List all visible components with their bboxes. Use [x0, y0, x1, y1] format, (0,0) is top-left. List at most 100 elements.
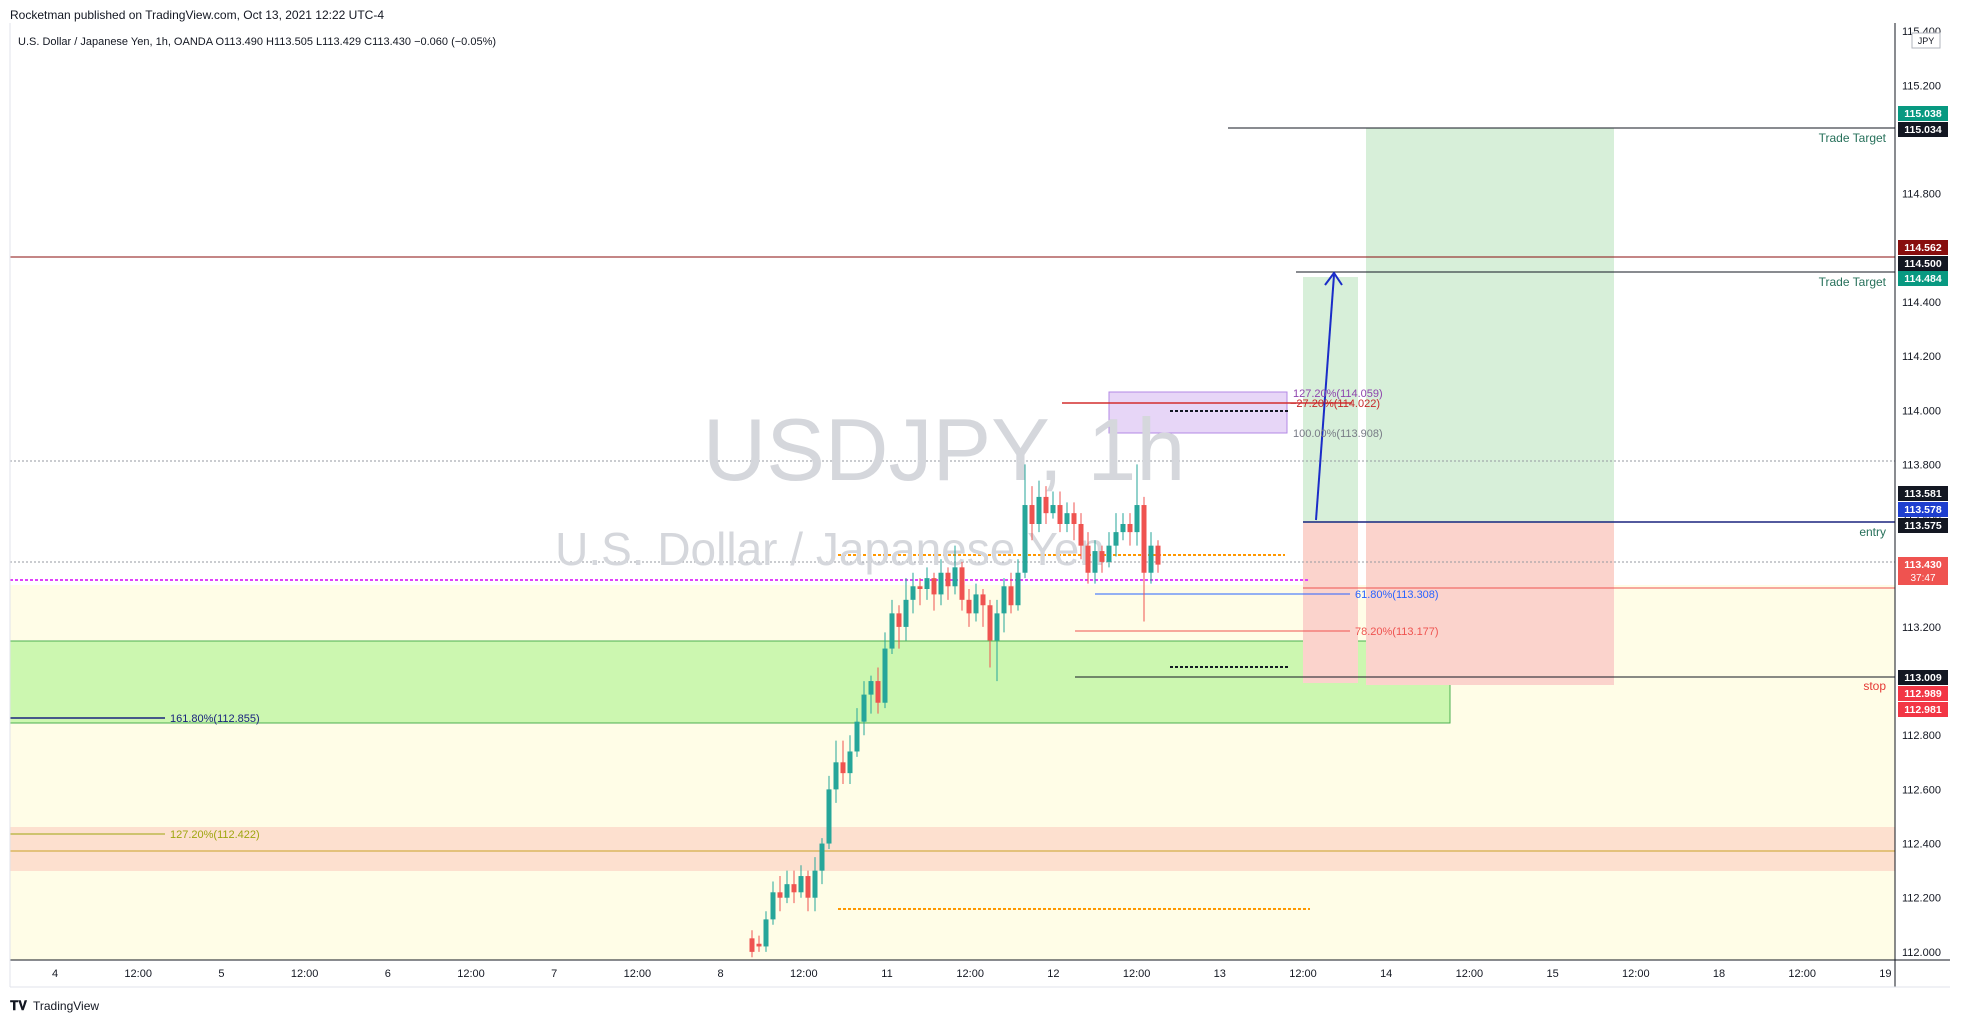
candle-body	[1029, 505, 1035, 524]
price-label: 113.578	[1904, 504, 1942, 516]
x-tick-label: 4	[52, 968, 58, 980]
fib-618-label: 61.80%(113.308)	[1355, 589, 1439, 601]
x-tick-label: 12:00	[956, 968, 984, 980]
currency-badge[interactable]	[1911, 32, 1941, 49]
price-label-bg	[1898, 702, 1948, 717]
fib-782-label: 78.20%(113.177)	[1355, 626, 1439, 638]
candle-body	[1022, 505, 1028, 573]
loss-zone-small	[1303, 523, 1358, 683]
y-tick-label: 114.400	[1902, 297, 1941, 309]
candle-body	[1078, 523, 1084, 546]
x-tick-label: 12:00	[124, 968, 152, 980]
y-tick-label: 114.800	[1902, 189, 1941, 201]
price-label-bg	[1898, 271, 1948, 286]
symbol-ohlc-line: U.S. Dollar / Japanese Yen, 1h, OANDA O1…	[18, 36, 496, 48]
y-tick-label: 112.800	[1902, 730, 1941, 742]
candle-body	[910, 586, 916, 600]
candle-body	[826, 789, 832, 844]
countdown-label: 37:47	[1910, 573, 1935, 584]
y-tick-label: 112.600	[1902, 784, 1941, 796]
x-tick-label: 14	[1380, 968, 1392, 980]
candle-body	[896, 613, 902, 627]
time-axis[interactable]: 4 12:00 5 12:00 6 12:00 7 12:00 8 12:00 11 12:00 12 1…	[52, 968, 1892, 980]
x-tick-label: 12	[1047, 968, 1059, 980]
x-tick-label: 13	[1214, 968, 1226, 980]
fib-127-top-label: 127.20%(114.059)	[1293, 388, 1383, 400]
price-label: 115.038	[1904, 108, 1942, 120]
watermark-name: U.S. Dollar / Japanese Yen	[555, 523, 1105, 575]
price-label: 113.430	[1904, 559, 1942, 571]
red-zone-low	[10, 827, 1895, 871]
candle-body	[1106, 545, 1112, 562]
projection-arrowhead	[1324, 271, 1343, 286]
candle-body	[980, 594, 986, 606]
price-label: 113.581	[1904, 488, 1942, 500]
candle-body	[1099, 551, 1105, 562]
published-info: Rocketman published on TradingView.com, …	[10, 8, 384, 22]
x-tick-label: 12:00	[1123, 968, 1151, 980]
candle-body	[1085, 545, 1091, 573]
price-label-bg	[1898, 486, 1948, 501]
price-label-bg	[1898, 256, 1948, 271]
candle-body	[1155, 545, 1161, 565]
x-tick-label: 6	[385, 968, 391, 980]
x-tick-label: 12:00	[1289, 968, 1317, 980]
fib-100-label: 100.00%(113.908)	[1293, 428, 1383, 440]
candle-body	[938, 572, 944, 595]
price-label-bg	[1898, 670, 1948, 685]
price-label-bg	[1898, 686, 1948, 701]
y-tick-label: 112.400	[1902, 839, 1941, 851]
price-label: 115.034	[1904, 124, 1942, 136]
fib-1272-label: 127.20%(112.422)	[170, 829, 260, 841]
x-tick-label: 11	[881, 968, 892, 980]
currency-label: JPY	[1918, 36, 1935, 46]
price-label: 113.575	[1904, 520, 1942, 532]
x-tick-label: 8	[718, 968, 724, 980]
candle-body	[903, 599, 909, 627]
trade-target-label-1: Trade Target	[1819, 131, 1887, 145]
x-tick-label: 12:00	[1788, 968, 1816, 980]
candle-body	[1134, 505, 1140, 533]
watermark-symbol: USDJPY, 1h	[703, 400, 1186, 499]
candle-body	[854, 721, 860, 752]
price-label: 112.981	[1904, 704, 1942, 716]
candle-body	[987, 605, 993, 641]
candle-body	[966, 599, 972, 614]
candle-body	[959, 567, 965, 600]
candles-series	[749, 464, 1161, 958]
candle-body	[1036, 496, 1042, 524]
candle-body	[763, 919, 769, 947]
loss-zone-large	[1366, 523, 1614, 685]
y-tick-label: 112.000	[1902, 947, 1941, 959]
price-label: 114.484	[1904, 273, 1942, 285]
price-label-bg	[1898, 106, 1948, 121]
candle-body	[784, 884, 790, 898]
y-tick-label: 112.200	[1902, 893, 1941, 905]
candle-body	[875, 681, 881, 703]
candle-body	[798, 876, 804, 893]
candle-body	[973, 594, 979, 614]
price-label: 112.989	[1904, 688, 1942, 700]
tv-logo-icon: 𝐓𝐕	[10, 998, 27, 1013]
candle-body	[861, 694, 867, 722]
candle-body	[1043, 496, 1049, 514]
candle-body	[1001, 586, 1007, 614]
x-tick-label: 12:00	[291, 968, 319, 980]
candle-body	[840, 762, 846, 774]
y-tick-label: 114.000	[1902, 405, 1941, 417]
fib-neg27-label: −27.20%(114.022)	[1290, 398, 1380, 410]
price-label-bg	[1898, 240, 1948, 255]
candle-body	[777, 892, 783, 898]
candle-body	[1120, 523, 1126, 533]
candle-body	[805, 876, 811, 898]
candle-body	[812, 870, 818, 898]
candle-body	[952, 567, 958, 587]
candle-body	[770, 892, 776, 920]
price-label: 114.500	[1904, 258, 1942, 270]
stop-label: stop	[1863, 679, 1886, 693]
candle-body	[1064, 513, 1070, 524]
y-tick-label: 113.200	[1902, 622, 1941, 634]
x-tick-label: 12:00	[790, 968, 818, 980]
entry-label: entry	[1859, 525, 1886, 539]
